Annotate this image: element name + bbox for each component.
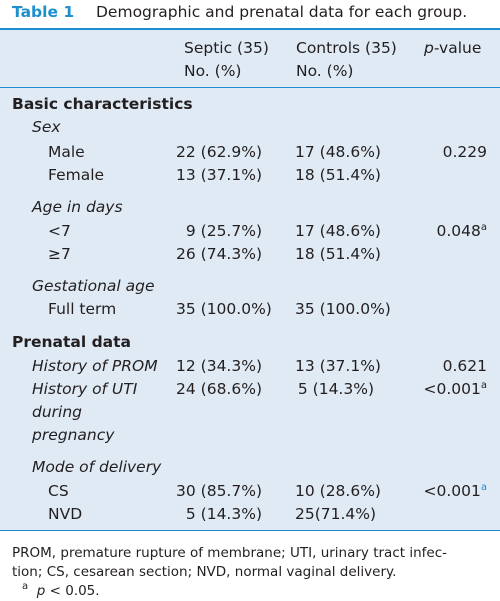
row-nvd-controls: 25(71.4%) bbox=[295, 505, 377, 523]
row-uti-label-1: History of UTI bbox=[32, 380, 138, 398]
row-uti-p: <0.001a bbox=[400, 377, 487, 401]
row-lt7-label: <7 bbox=[48, 222, 71, 240]
row-female-controls: 18 (51.4%) bbox=[295, 166, 381, 184]
row-cs-controls: 10 (28.6%) bbox=[295, 482, 381, 500]
footnote-a-marker: a bbox=[22, 581, 29, 592]
footnote-a-rest: < 0.05. bbox=[45, 583, 100, 599]
section-basic: Basic characteristics bbox=[12, 95, 193, 113]
header-pvalue: p-value bbox=[424, 36, 481, 60]
row-uti-p-value: <0.001 bbox=[423, 380, 481, 398]
row-nvd-septic: 5 (14.3%) bbox=[185, 505, 262, 523]
header-controls-1: Controls (35) bbox=[296, 39, 397, 57]
row-lt7-p: 0.048a bbox=[400, 219, 487, 243]
row-cs-p: <0.001a bbox=[400, 479, 487, 503]
row-male-septic: 22 (62.9%) bbox=[176, 143, 262, 161]
table-panel bbox=[0, 30, 500, 530]
bottom-rule bbox=[0, 530, 500, 531]
table-label: Table 1 bbox=[12, 3, 75, 21]
group-gestational-age: Gestational age bbox=[32, 277, 155, 295]
table-caption: Demographic and prenatal data for each g… bbox=[96, 3, 468, 21]
footnote-a: a p < 0.05. bbox=[22, 581, 100, 601]
header-pvalue-p: p bbox=[424, 39, 434, 57]
row-fullterm-controls: 35 (100.0%) bbox=[295, 300, 391, 318]
row-prom-controls: 13 (37.1%) bbox=[295, 357, 381, 375]
row-lt7-controls: 17 (48.6%) bbox=[295, 222, 381, 240]
row-uti-p-sup: a bbox=[480, 380, 487, 391]
row-ge7-septic: 26 (74.3%) bbox=[176, 245, 262, 263]
header-septic-2: No. (%) bbox=[184, 62, 242, 80]
row-male-label: Male bbox=[48, 143, 85, 161]
row-uti-septic: 24 (68.6%) bbox=[176, 380, 262, 398]
top-rule bbox=[0, 28, 500, 30]
section-prenatal: Prenatal data bbox=[12, 333, 132, 351]
row-cs-septic: 30 (85.7%) bbox=[176, 482, 262, 500]
footnote-abbrev-1: PROM, premature rupture of membrane; UTI… bbox=[12, 545, 447, 561]
row-ge7-label: ≥7 bbox=[48, 245, 71, 263]
row-female-septic: 13 (37.1%) bbox=[176, 166, 262, 184]
footnote-abbrev-2: tion; CS, cesarean section; NVD, normal … bbox=[12, 564, 397, 580]
row-lt7-p-value: 0.048 bbox=[436, 222, 481, 240]
group-age: Age in days bbox=[32, 198, 123, 216]
row-cs-p-sup: a bbox=[480, 482, 487, 493]
header-septic-1: Septic (35) bbox=[184, 39, 269, 57]
header-controls-2: No. (%) bbox=[296, 62, 354, 80]
row-male-p: 0.229 bbox=[442, 143, 487, 161]
group-sex: Sex bbox=[32, 118, 61, 136]
row-prom-septic: 12 (34.3%) bbox=[176, 357, 262, 375]
row-uti-label-2: during bbox=[32, 403, 83, 421]
footnote-a-p: p bbox=[36, 583, 46, 599]
row-lt7-p-sup: a bbox=[480, 222, 487, 233]
row-fullterm-label: Full term bbox=[48, 300, 117, 318]
row-prom-p: 0.621 bbox=[442, 357, 487, 375]
row-male-controls: 17 (48.6%) bbox=[295, 143, 381, 161]
row-lt7-septic: 9 (25.7%) bbox=[185, 222, 262, 240]
row-cs-label: CS bbox=[48, 482, 69, 500]
row-uti-label-3: pregnancy bbox=[32, 426, 115, 444]
row-uti-controls: 5 (14.3%) bbox=[297, 380, 374, 398]
row-female-label: Female bbox=[48, 166, 105, 184]
row-cs-p-value: <0.001 bbox=[423, 482, 481, 500]
header-pvalue-suffix: -value bbox=[433, 39, 482, 57]
table-title: Table 1 Demographic and prenatal data fo… bbox=[0, 0, 500, 28]
row-ge7-controls: 18 (51.4%) bbox=[295, 245, 381, 263]
header-separator bbox=[0, 87, 500, 88]
row-nvd-label: NVD bbox=[48, 505, 83, 523]
row-fullterm-septic: 35 (100.0%) bbox=[176, 300, 272, 318]
group-mode-of-delivery: Mode of delivery bbox=[32, 458, 162, 476]
row-prom-label: History of PROM bbox=[32, 357, 158, 375]
